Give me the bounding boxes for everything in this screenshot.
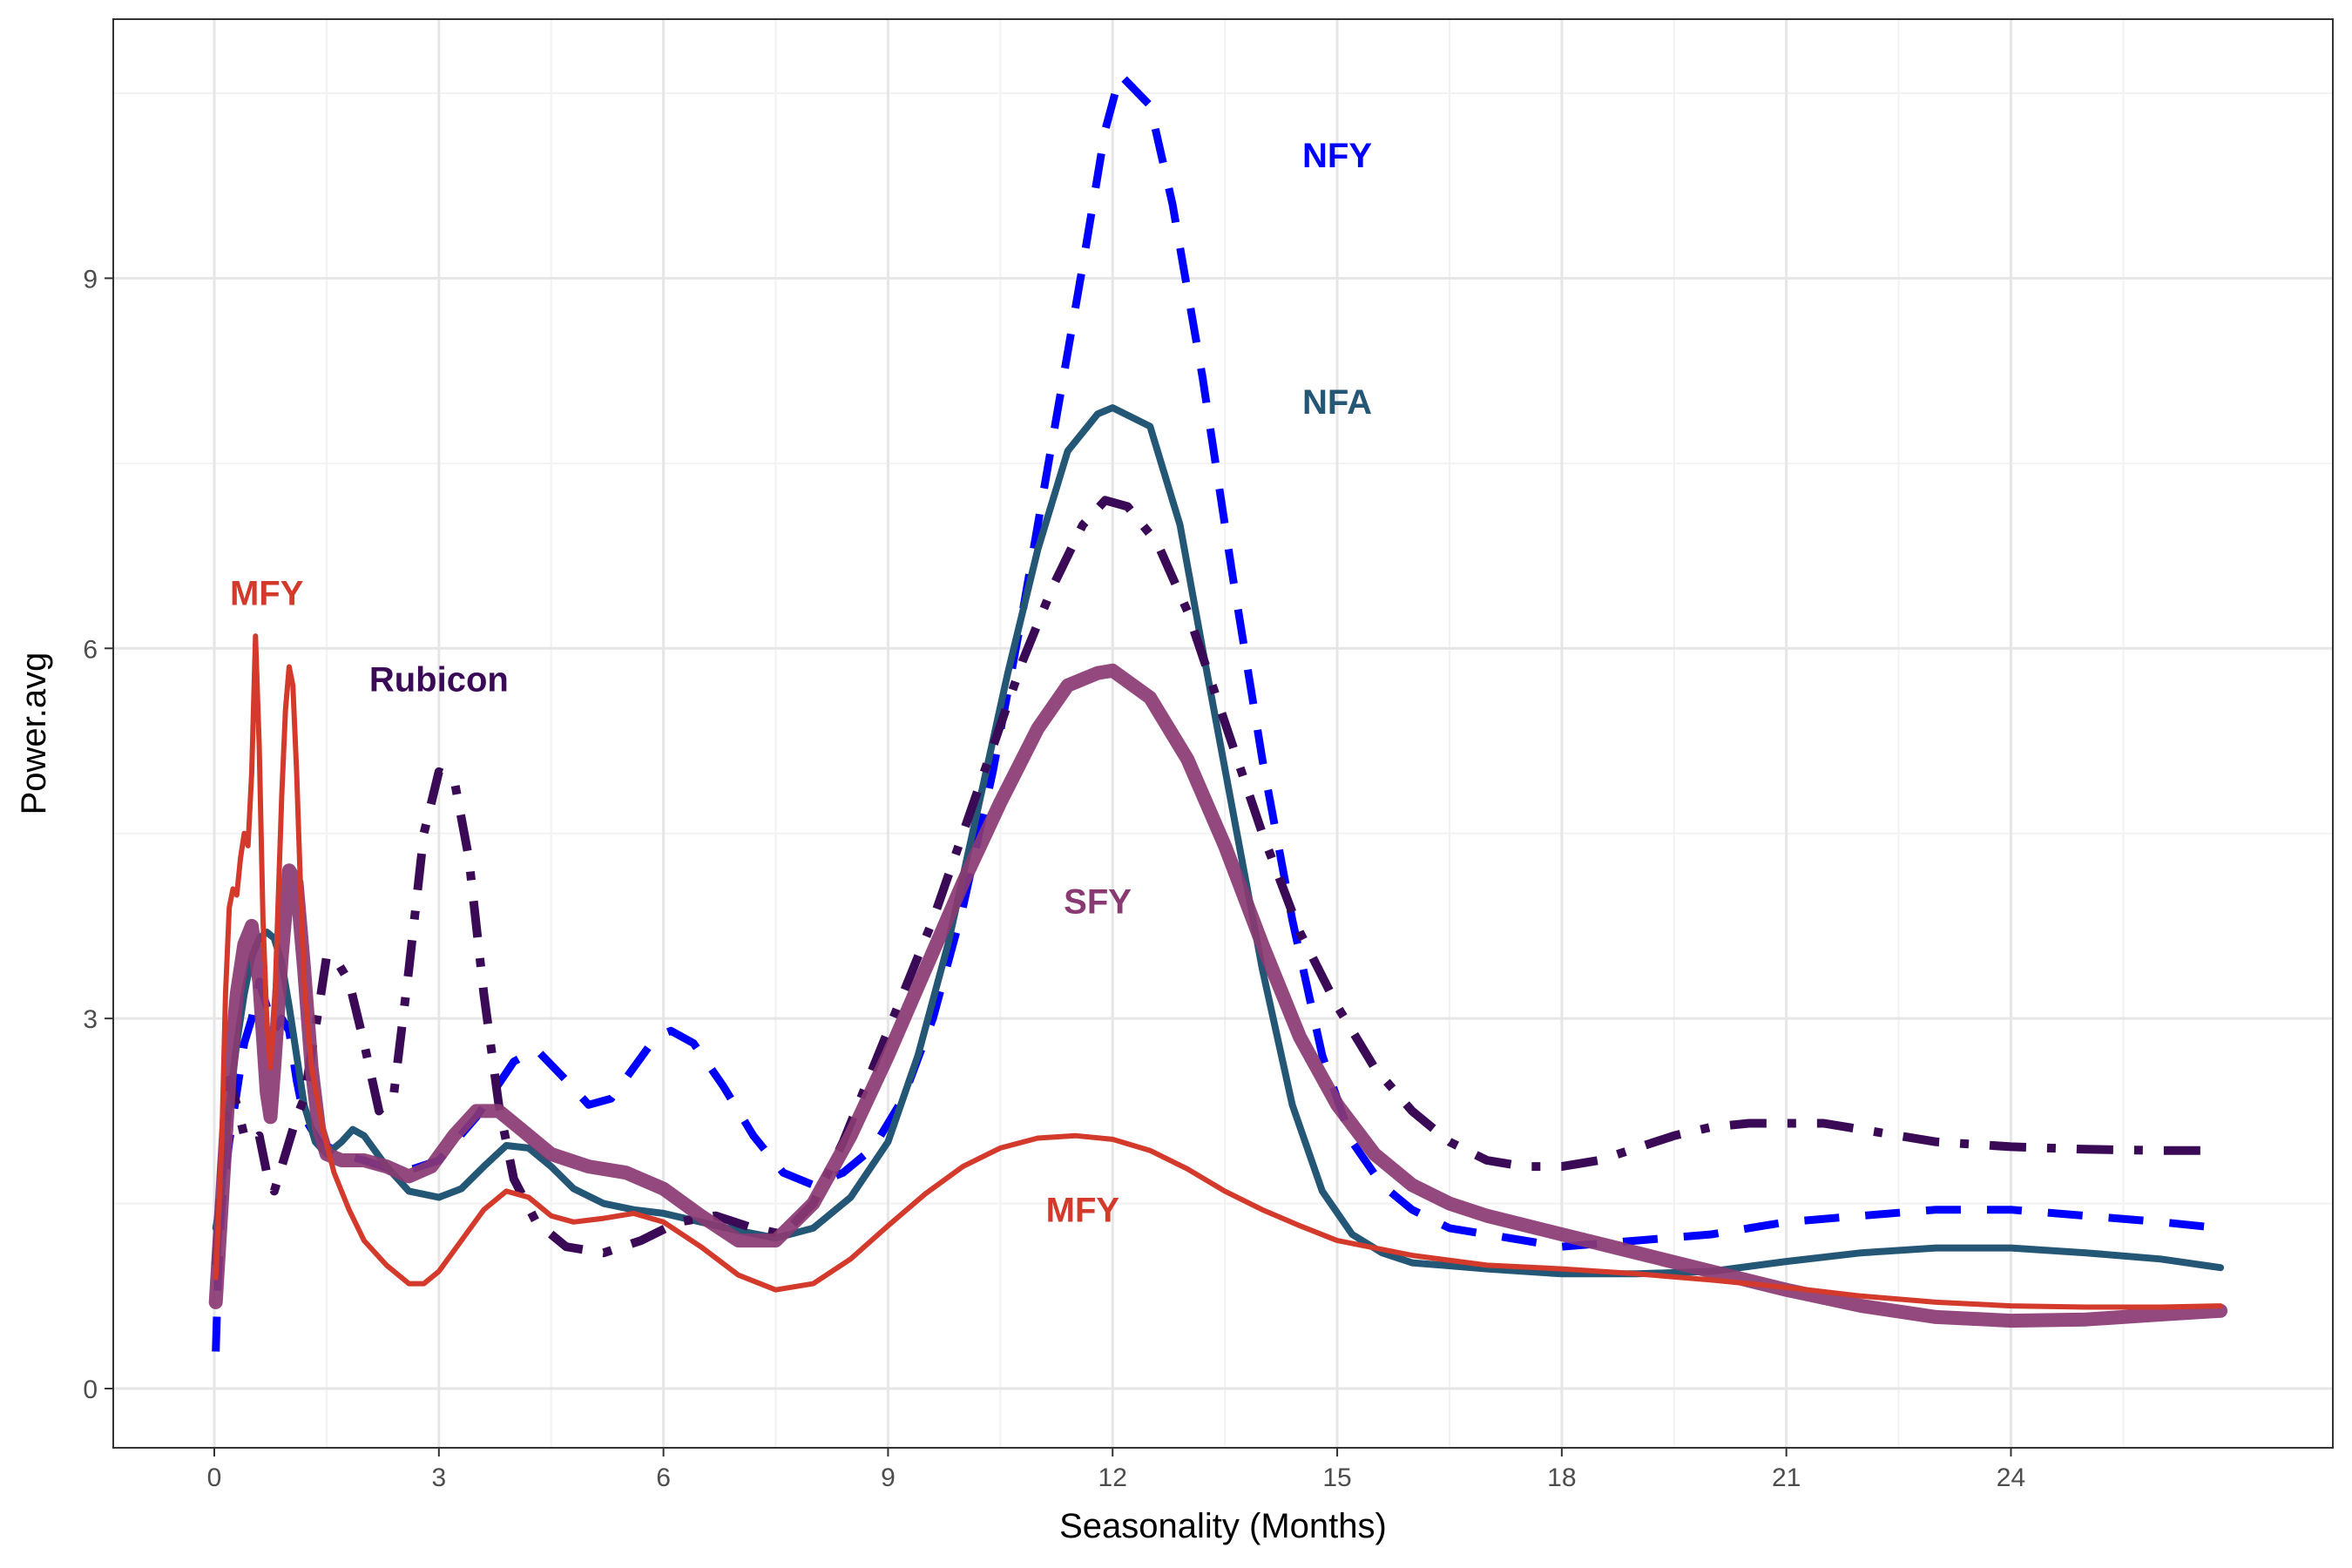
series-line-nfy <box>212 71 2221 1352</box>
series-line-mfy <box>213 633 2224 1310</box>
series-line-sfy <box>208 663 2228 1328</box>
x-tick-label: 21 <box>1772 1463 1801 1492</box>
x-tick-label: 3 <box>431 1463 446 1492</box>
series-layer <box>208 71 2228 1352</box>
x-tick-label: 12 <box>1098 1463 1127 1492</box>
y-tick-label: 3 <box>83 1005 98 1034</box>
x-tick-label: 15 <box>1322 1463 1351 1492</box>
panel-background <box>113 19 2333 1448</box>
x-tick-label: 6 <box>656 1463 671 1492</box>
x-tick-label: 24 <box>1997 1463 2025 1492</box>
y-tick-label: 6 <box>83 635 98 664</box>
x-axis-title: Seasonality (Months) <box>1059 1507 1387 1545</box>
y-axis: 0 3 6 9 <box>83 265 113 1404</box>
y-tick-label: 0 <box>83 1375 98 1404</box>
series-label-nfa: NFA <box>1302 383 1372 422</box>
series-label-rubicon: Rubicon <box>369 661 509 700</box>
y-axis-title: Power.avg <box>15 652 53 815</box>
series-label-mfy-2: MFY <box>1046 1192 1120 1230</box>
panel-border <box>112 18 2334 1449</box>
plot-area: NFY NFA Rubicon SFY MFY MFY <box>112 18 2334 1449</box>
x-tick-label: 0 <box>207 1463 222 1492</box>
series-labels: NFY NFA Rubicon SFY MFY MFY <box>230 137 1372 1230</box>
x-tick-label: 9 <box>881 1463 896 1492</box>
x-tick-label: 18 <box>1547 1463 1576 1492</box>
series-label-nfy: NFY <box>1302 137 1372 175</box>
series-label-mfy: MFY <box>230 575 304 613</box>
x-axis: 0 3 6 9 12 15 18 21 24 <box>207 1448 2025 1492</box>
y-tick-label: 9 <box>83 265 98 294</box>
series-label-sfy: SFY <box>1064 883 1132 922</box>
